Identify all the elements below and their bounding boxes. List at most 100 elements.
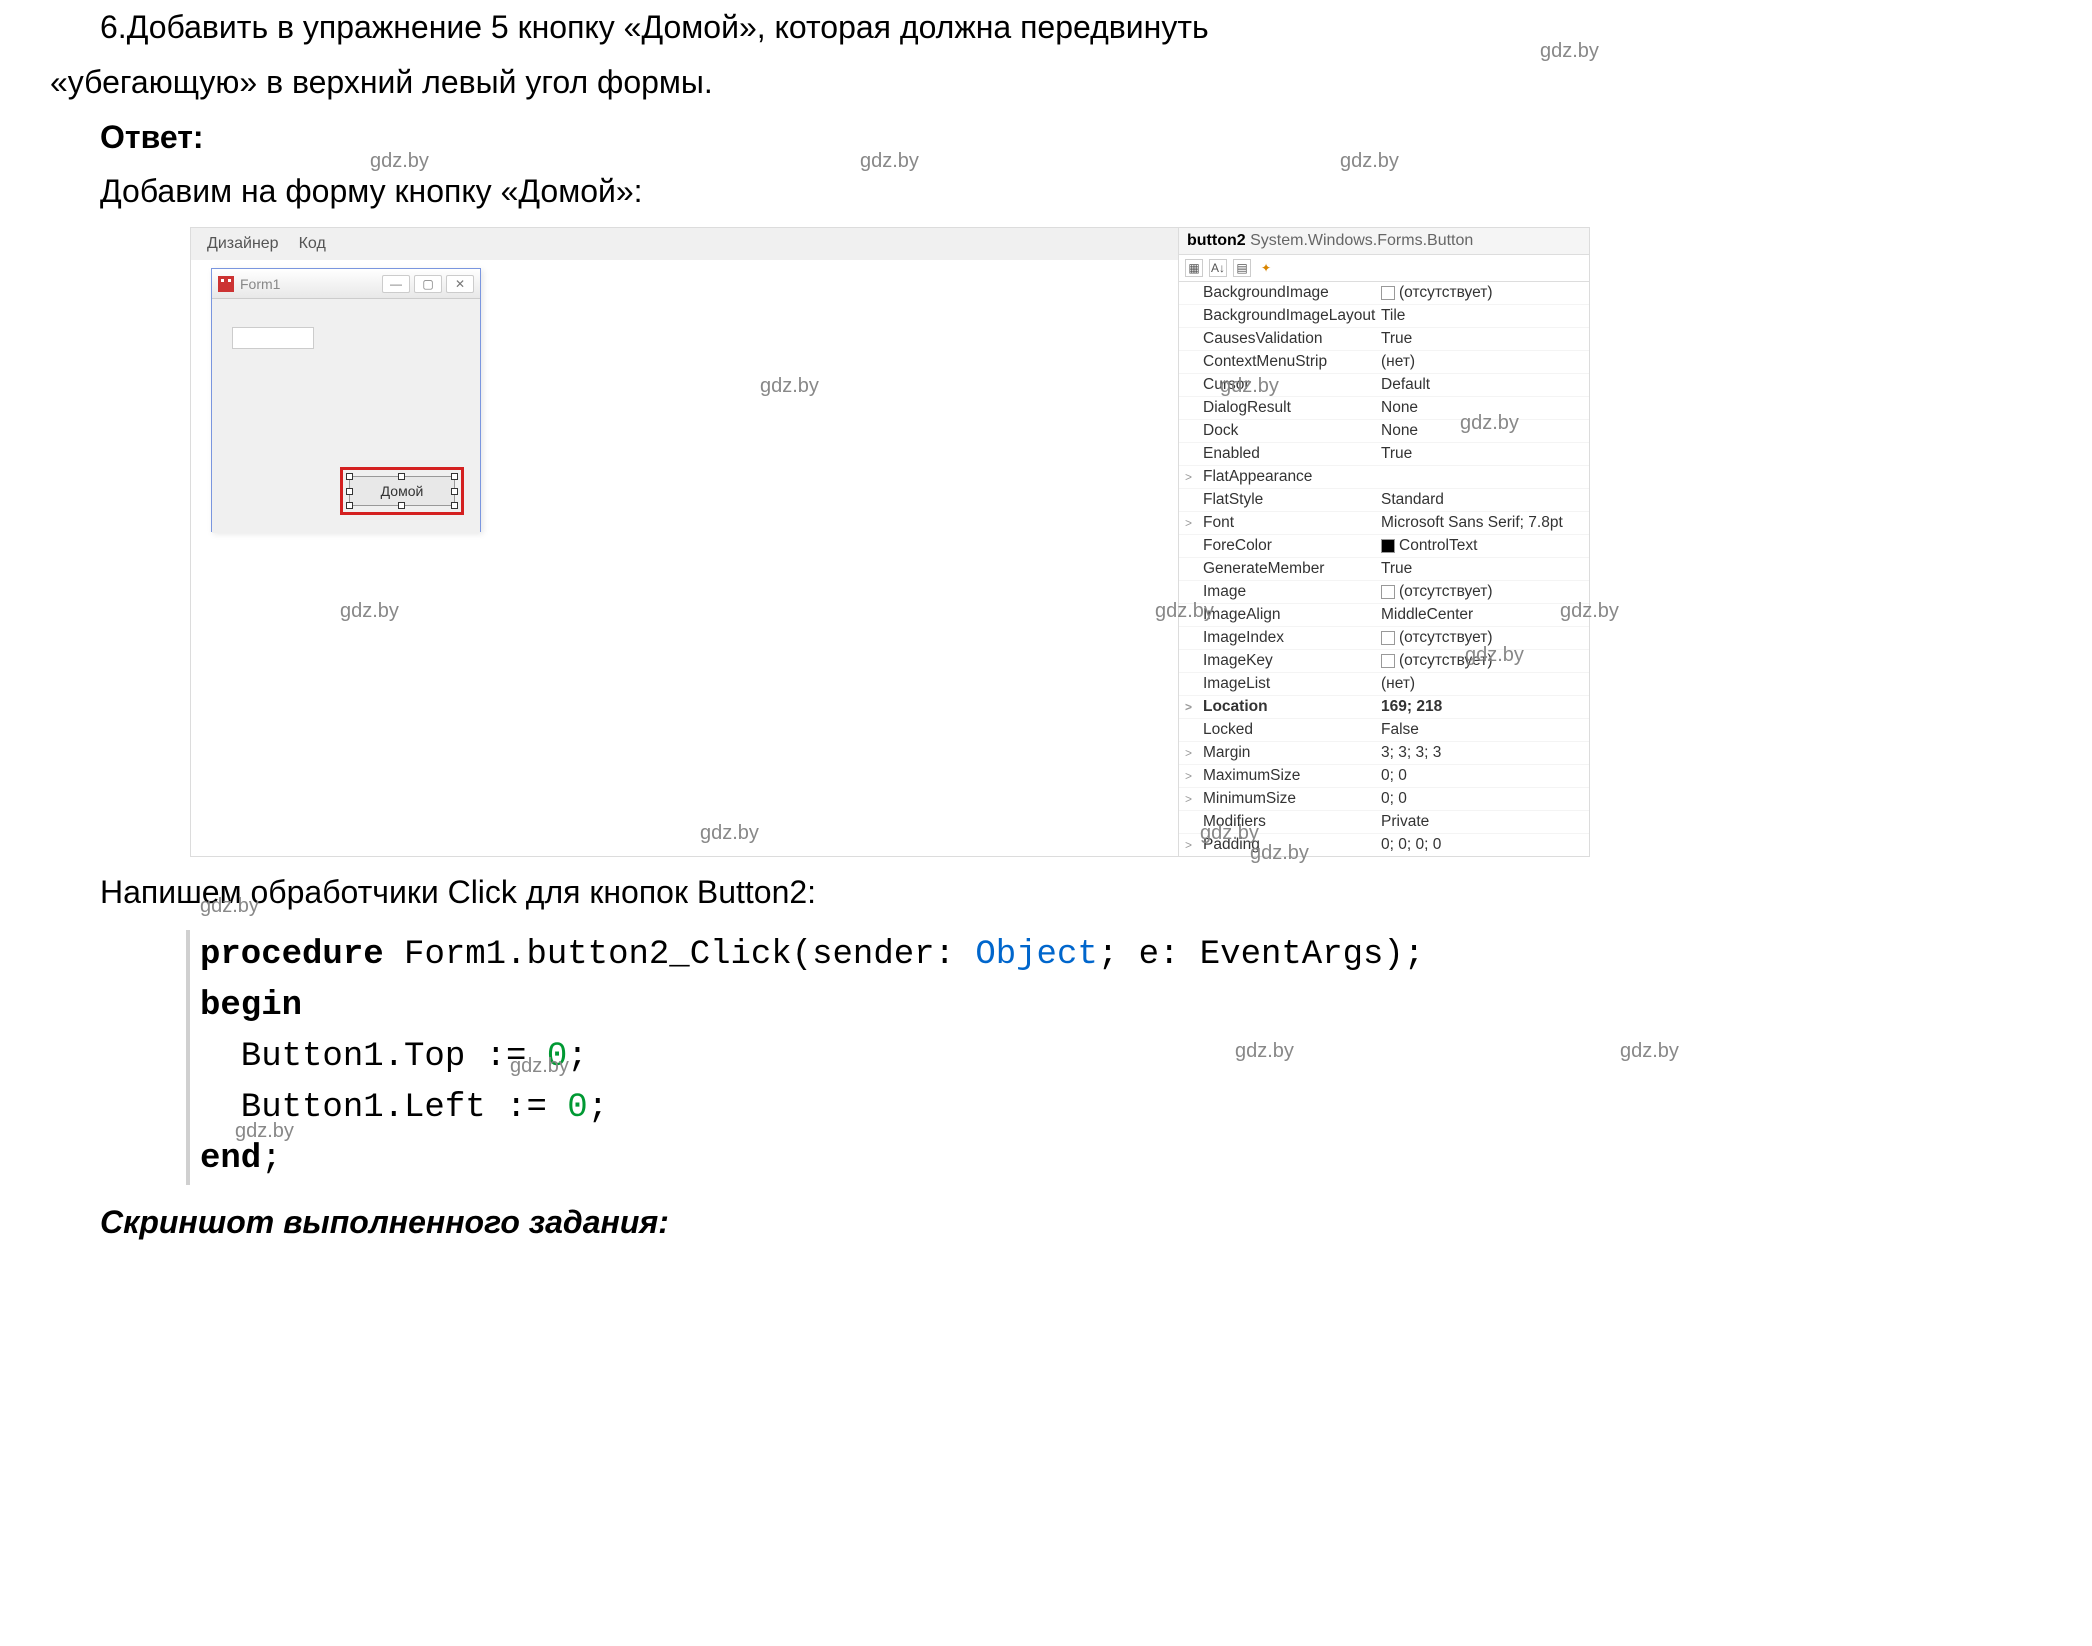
- property-value[interactable]: Microsoft Sans Serif; 7.8pt: [1377, 512, 1585, 534]
- property-row[interactable]: LockedFalse: [1179, 719, 1589, 742]
- property-row[interactable]: ImageList(нет): [1179, 673, 1589, 696]
- property-value[interactable]: Default: [1377, 374, 1585, 396]
- expander-icon[interactable]: [1183, 351, 1197, 373]
- handle-nw[interactable]: [346, 473, 353, 480]
- property-row[interactable]: CursorDefault: [1179, 374, 1589, 397]
- property-row[interactable]: DialogResultNone: [1179, 397, 1589, 420]
- prop-tool-events-icon[interactable]: ✦: [1257, 259, 1275, 277]
- property-row[interactable]: EnabledTrue: [1179, 443, 1589, 466]
- property-value[interactable]: (нет): [1377, 351, 1585, 373]
- property-row[interactable]: ImageIndex(отсутствует): [1179, 627, 1589, 650]
- expander-icon[interactable]: [1183, 282, 1197, 304]
- expander-icon[interactable]: [1183, 719, 1197, 741]
- property-value[interactable]: 169; 218: [1377, 696, 1585, 718]
- property-value[interactable]: (отсутствует): [1377, 282, 1585, 304]
- property-row[interactable]: ImageKey(отсутствует): [1179, 650, 1589, 673]
- expander-icon[interactable]: [1183, 535, 1197, 557]
- property-value[interactable]: True: [1377, 558, 1585, 580]
- button-home[interactable]: Домой: [349, 476, 455, 506]
- property-row[interactable]: BackgroundImageLayoutTile: [1179, 305, 1589, 328]
- prop-tool-categorized-icon[interactable]: ▦: [1185, 259, 1203, 277]
- property-value[interactable]: (отсутствует): [1377, 581, 1585, 603]
- property-value[interactable]: 3; 3; 3; 3: [1377, 742, 1585, 764]
- expander-icon[interactable]: [1183, 489, 1197, 511]
- property-row[interactable]: >MinimumSize0; 0: [1179, 788, 1589, 811]
- button1-placeholder[interactable]: [232, 327, 314, 349]
- property-value[interactable]: ControlText: [1377, 535, 1585, 557]
- expander-icon[interactable]: >: [1183, 466, 1197, 488]
- minimize-icon[interactable]: —: [382, 275, 410, 293]
- tab-code[interactable]: Код: [291, 232, 334, 256]
- property-value[interactable]: None: [1377, 397, 1585, 419]
- expander-icon[interactable]: [1183, 627, 1197, 649]
- property-value[interactable]: Standard: [1377, 489, 1585, 511]
- property-value[interactable]: False: [1377, 719, 1585, 741]
- property-name: Margin: [1197, 742, 1377, 764]
- property-value-text: None: [1381, 420, 1418, 442]
- handle-n[interactable]: [398, 473, 405, 480]
- property-row[interactable]: >FontMicrosoft Sans Serif; 7.8pt: [1179, 512, 1589, 535]
- property-value[interactable]: (отсутствует): [1377, 627, 1585, 649]
- property-value[interactable]: 0; 0: [1377, 765, 1585, 787]
- expander-icon[interactable]: >: [1183, 512, 1197, 534]
- prop-tool-pages-icon[interactable]: ▤: [1233, 259, 1251, 277]
- expander-icon[interactable]: [1183, 443, 1197, 465]
- property-row[interactable]: Image(отсутствует): [1179, 581, 1589, 604]
- property-row[interactable]: >FlatAppearance: [1179, 466, 1589, 489]
- property-row[interactable]: >MaximumSize0; 0: [1179, 765, 1589, 788]
- expander-icon[interactable]: >: [1183, 834, 1197, 856]
- property-value[interactable]: MiddleCenter: [1377, 604, 1585, 626]
- expander-icon[interactable]: [1183, 581, 1197, 603]
- handle-ne[interactable]: [451, 473, 458, 480]
- property-value[interactable]: True: [1377, 328, 1585, 350]
- form-body[interactable]: Домой: [212, 299, 480, 533]
- property-value-text: Tile: [1381, 305, 1405, 327]
- expander-icon[interactable]: [1183, 650, 1197, 672]
- property-row[interactable]: CausesValidationTrue: [1179, 328, 1589, 351]
- expander-icon[interactable]: [1183, 305, 1197, 327]
- property-value[interactable]: Tile: [1377, 305, 1585, 327]
- property-row[interactable]: >Padding0; 0; 0; 0: [1179, 834, 1589, 856]
- expander-icon[interactable]: [1183, 558, 1197, 580]
- property-value[interactable]: 0; 0; 0; 0: [1377, 834, 1585, 856]
- handle-sw[interactable]: [346, 502, 353, 509]
- tab-designer[interactable]: Дизайнер: [199, 232, 287, 256]
- property-row[interactable]: ImageAlignMiddleCenter: [1179, 604, 1589, 627]
- form-designer[interactable]: Form1 — ▢ ✕ Домой: [211, 268, 481, 532]
- expander-icon[interactable]: >: [1183, 788, 1197, 810]
- handle-s[interactable]: [398, 502, 405, 509]
- property-row[interactable]: >Margin3; 3; 3; 3: [1179, 742, 1589, 765]
- handle-w[interactable]: [346, 488, 353, 495]
- prop-tool-alpha-icon[interactable]: A↓: [1209, 259, 1227, 277]
- expander-icon[interactable]: >: [1183, 696, 1197, 718]
- property-value[interactable]: (отсутствует): [1377, 650, 1585, 672]
- property-row[interactable]: FlatStyleStandard: [1179, 489, 1589, 512]
- expander-icon[interactable]: [1183, 420, 1197, 442]
- property-row[interactable]: GenerateMemberTrue: [1179, 558, 1589, 581]
- property-value[interactable]: [1377, 466, 1585, 488]
- close-icon[interactable]: ✕: [446, 275, 474, 293]
- expander-icon[interactable]: [1183, 397, 1197, 419]
- expander-icon[interactable]: [1183, 604, 1197, 626]
- expander-icon[interactable]: [1183, 374, 1197, 396]
- property-row[interactable]: >Location169; 218: [1179, 696, 1589, 719]
- property-value[interactable]: True: [1377, 443, 1585, 465]
- maximize-icon[interactable]: ▢: [414, 275, 442, 293]
- expander-icon[interactable]: [1183, 328, 1197, 350]
- property-row[interactable]: ModifiersPrivate: [1179, 811, 1589, 834]
- handle-e[interactable]: [451, 488, 458, 495]
- property-value[interactable]: 0; 0: [1377, 788, 1585, 810]
- property-value[interactable]: Private: [1377, 811, 1585, 833]
- property-row[interactable]: ForeColorControlText: [1179, 535, 1589, 558]
- expander-icon[interactable]: [1183, 673, 1197, 695]
- property-grid[interactable]: BackgroundImage(отсутствует)BackgroundIm…: [1179, 282, 1589, 856]
- property-row[interactable]: ContextMenuStrip(нет): [1179, 351, 1589, 374]
- property-value[interactable]: None: [1377, 420, 1585, 442]
- expander-icon[interactable]: >: [1183, 742, 1197, 764]
- property-row[interactable]: BackgroundImage(отсутствует): [1179, 282, 1589, 305]
- property-value[interactable]: (нет): [1377, 673, 1585, 695]
- expander-icon[interactable]: [1183, 811, 1197, 833]
- property-row[interactable]: DockNone: [1179, 420, 1589, 443]
- expander-icon[interactable]: >: [1183, 765, 1197, 787]
- handle-se[interactable]: [451, 502, 458, 509]
